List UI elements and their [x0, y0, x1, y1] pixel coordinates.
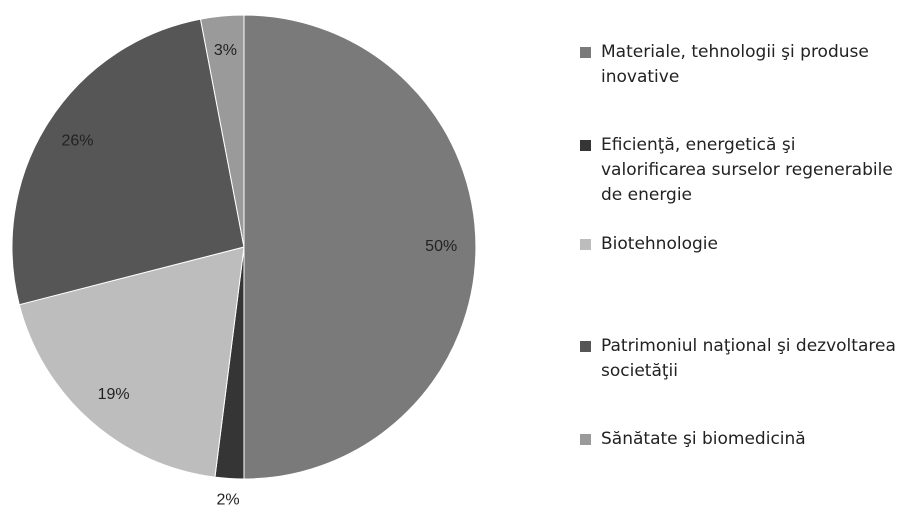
- legend-item: Biotehnologie: [580, 232, 900, 257]
- legend-item: Sănătate şi biomedicină: [580, 427, 900, 452]
- pie-slice: [243, 14, 477, 480]
- legend-swatch: [580, 47, 591, 58]
- legend-label: Biotehnologie: [601, 234, 718, 254]
- legend-swatch: [580, 140, 591, 151]
- legend-item: Patrimoniul naţional şi dezvoltarea soci…: [580, 334, 900, 384]
- data-label: 3%: [214, 42, 237, 59]
- legend-swatch: [580, 434, 591, 445]
- legend-label: Materiale, tehnologii şi produse inovati…: [601, 42, 869, 87]
- pie-slice: [11, 18, 245, 306]
- legend-item: Materiale, tehnologii şi produse inovati…: [580, 40, 900, 90]
- data-label: 2%: [216, 492, 239, 509]
- legend-label: Sănătate şi biomedicină: [601, 429, 806, 449]
- legend-label: Patrimoniul naţional şi dezvoltarea soci…: [601, 336, 896, 381]
- pie-slice: [18, 246, 245, 478]
- legend-item: Eficienţă, energetică şi valorificarea s…: [580, 133, 900, 208]
- legend-label: Eficienţă, energetică şi valorificarea s…: [601, 135, 893, 205]
- pie-slice: [199, 14, 245, 248]
- legend-swatch: [580, 239, 591, 250]
- chart: 50% 2% 19% 26% 3%: [11, 14, 477, 509]
- data-label: 26%: [61, 133, 93, 150]
- legend-swatch: [580, 341, 591, 352]
- data-label: 50%: [425, 238, 457, 255]
- data-label: 19%: [98, 386, 130, 403]
